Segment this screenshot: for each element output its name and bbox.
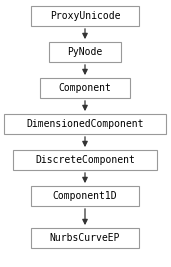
FancyBboxPatch shape [4, 114, 166, 134]
Text: ProxyUnicode: ProxyUnicode [50, 11, 120, 21]
FancyBboxPatch shape [31, 228, 139, 248]
Text: NurbsCurveEP: NurbsCurveEP [50, 233, 120, 243]
FancyBboxPatch shape [40, 78, 130, 98]
Text: DimensionedComponent: DimensionedComponent [26, 119, 144, 129]
FancyBboxPatch shape [31, 6, 139, 26]
Text: PyNode: PyNode [67, 47, 103, 57]
Text: DiscreteComponent: DiscreteComponent [35, 155, 135, 165]
Text: Component: Component [58, 83, 111, 93]
FancyBboxPatch shape [31, 186, 139, 206]
FancyBboxPatch shape [49, 42, 121, 62]
FancyBboxPatch shape [13, 150, 157, 170]
Text: Component1D: Component1D [53, 191, 117, 201]
